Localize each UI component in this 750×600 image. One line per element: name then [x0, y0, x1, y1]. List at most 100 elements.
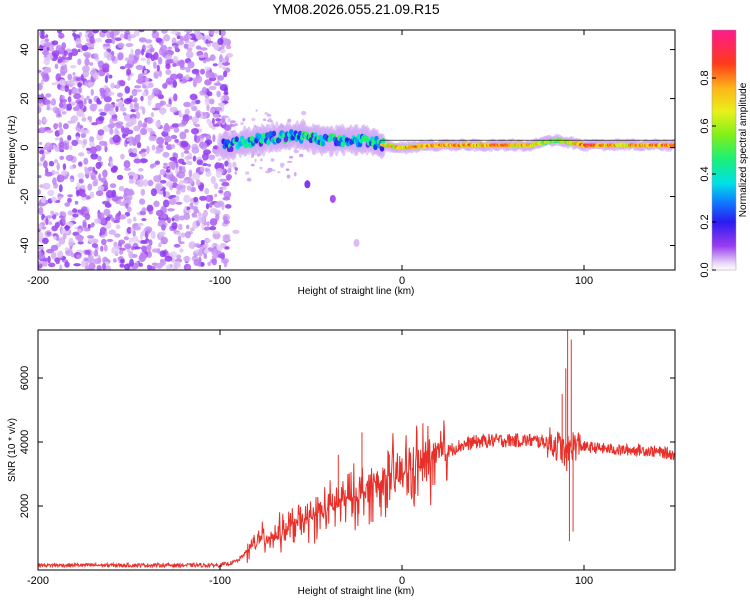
noise-speckle [150, 230, 156, 239]
noise-speckle [78, 161, 83, 167]
noise-speckle [54, 184, 58, 188]
noise-speckle [45, 217, 49, 226]
noise-speckle [109, 160, 114, 169]
noise-speckle [129, 95, 134, 99]
noise-speckle [124, 243, 132, 250]
noise-speckle [171, 222, 178, 230]
noise-speckle [38, 189, 41, 195]
noise-speckle [207, 261, 212, 266]
noise-speckle [39, 184, 44, 189]
spectrogram-frame [37, 29, 676, 271]
noise-speckle [190, 227, 195, 232]
noise-speckle [125, 202, 129, 209]
noise-speckle [216, 90, 221, 98]
noise-speckle [220, 115, 229, 119]
noise-speckle [137, 222, 144, 227]
noise-speckle [198, 211, 202, 217]
noise-speckle [141, 106, 146, 115]
noise-speckle [118, 239, 126, 245]
noise-speckle [178, 109, 182, 118]
noise-speckle [77, 228, 83, 233]
noise-speckle [225, 53, 234, 58]
noise-speckle [183, 34, 189, 42]
noise-speckle [50, 210, 55, 215]
noise-speckle [87, 223, 91, 229]
noise-speckle [211, 257, 217, 266]
noise-speckle [179, 248, 184, 253]
noise-speckle [139, 158, 148, 163]
noise-speckle [198, 135, 205, 139]
noise-speckle [64, 247, 69, 251]
noise-speckle [190, 102, 194, 109]
noise-speckle [56, 162, 60, 171]
noise-speckle [186, 185, 192, 191]
noise-speckle [64, 225, 71, 230]
noise-speckle [126, 226, 132, 234]
noise-speckle [205, 167, 208, 173]
noise-speckle [199, 184, 204, 192]
noise-speckle [110, 50, 115, 57]
noise-speckle [223, 70, 228, 78]
noise-speckle [152, 30, 157, 34]
noise-speckle [180, 188, 186, 193]
noise-speckle [146, 228, 151, 235]
noise-speckle [181, 162, 187, 165]
noise-speckle [124, 63, 133, 69]
noise-speckle [176, 40, 185, 46]
noise-speckle [42, 73, 50, 82]
colorbar-tick-label: 0.8 [699, 70, 711, 85]
noise-speckle [58, 127, 64, 136]
noise-speckle [38, 231, 44, 240]
noise-speckle [58, 237, 66, 245]
noise-speckle [69, 165, 74, 170]
noise-speckle [150, 188, 157, 197]
noise-speckle [217, 157, 222, 162]
noise-speckle [163, 162, 168, 166]
noise-speckle [216, 81, 220, 86]
noise-speckle [211, 255, 218, 259]
noise-speckle [139, 252, 147, 260]
noise-speckle [222, 196, 231, 201]
noise-speckle [219, 49, 226, 54]
noise-speckle [38, 127, 46, 134]
noise-speckle [47, 52, 54, 61]
noise-speckle [172, 56, 179, 63]
noise-speckle [174, 43, 179, 52]
noise-speckle [164, 141, 169, 145]
spectrogram-y-ticks: -40 -20 0 20 40 [19, 43, 675, 253]
noise-speckle [108, 91, 115, 96]
noise-speckle [58, 108, 64, 112]
noise-blob [304, 180, 311, 189]
noise-speckle [179, 59, 185, 68]
noise-speckle [39, 150, 45, 155]
noise-speckle [167, 208, 175, 212]
noise-speckle [140, 57, 146, 61]
noise-speckle [199, 166, 205, 173]
noise-speckle [89, 62, 94, 66]
noise-speckle [220, 252, 225, 260]
noise-speckle [70, 65, 77, 69]
noise-speckle [105, 190, 114, 199]
noise-speckle [88, 98, 93, 104]
noise-speckle [185, 66, 191, 73]
noise-speckle [46, 104, 50, 111]
noise-speckle [96, 265, 102, 270]
snr-y-tick-label: 2000 [19, 494, 31, 518]
noise-speckle [97, 212, 105, 220]
noise-speckle [89, 136, 95, 143]
noise-speckle [173, 93, 178, 102]
noise-speckle [117, 100, 124, 108]
noise-speckle [66, 79, 75, 85]
noise-speckle [38, 94, 42, 98]
noise-speckle [44, 38, 49, 43]
noise-speckle [218, 189, 224, 194]
noise-speckle [165, 63, 171, 70]
noise-speckle [58, 32, 65, 39]
signal-mark [268, 130, 273, 137]
noise-speckle [101, 218, 106, 225]
noise-speckle [61, 42, 67, 50]
noise-speckle [219, 178, 228, 183]
noise-speckle [75, 135, 80, 142]
noise-speckle [138, 37, 147, 43]
noise-speckle [210, 73, 215, 79]
